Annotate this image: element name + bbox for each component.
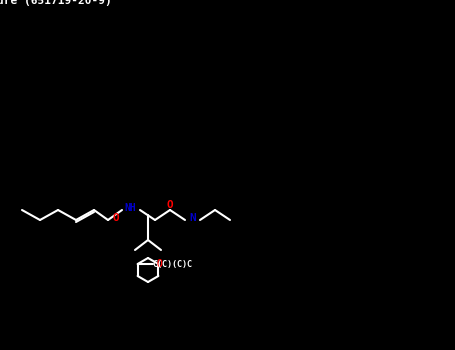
Text: NH: NH bbox=[124, 203, 136, 213]
Text: N: N bbox=[190, 213, 197, 223]
Text: C(C)(C)C: C(C)(C)C bbox=[152, 259, 192, 268]
Text: O: O bbox=[167, 200, 173, 210]
Text: O: O bbox=[157, 259, 162, 269]
Text: Molecular Structure (651719-20-9): Molecular Structure (651719-20-9) bbox=[0, 0, 112, 6]
Text: O: O bbox=[113, 213, 119, 223]
